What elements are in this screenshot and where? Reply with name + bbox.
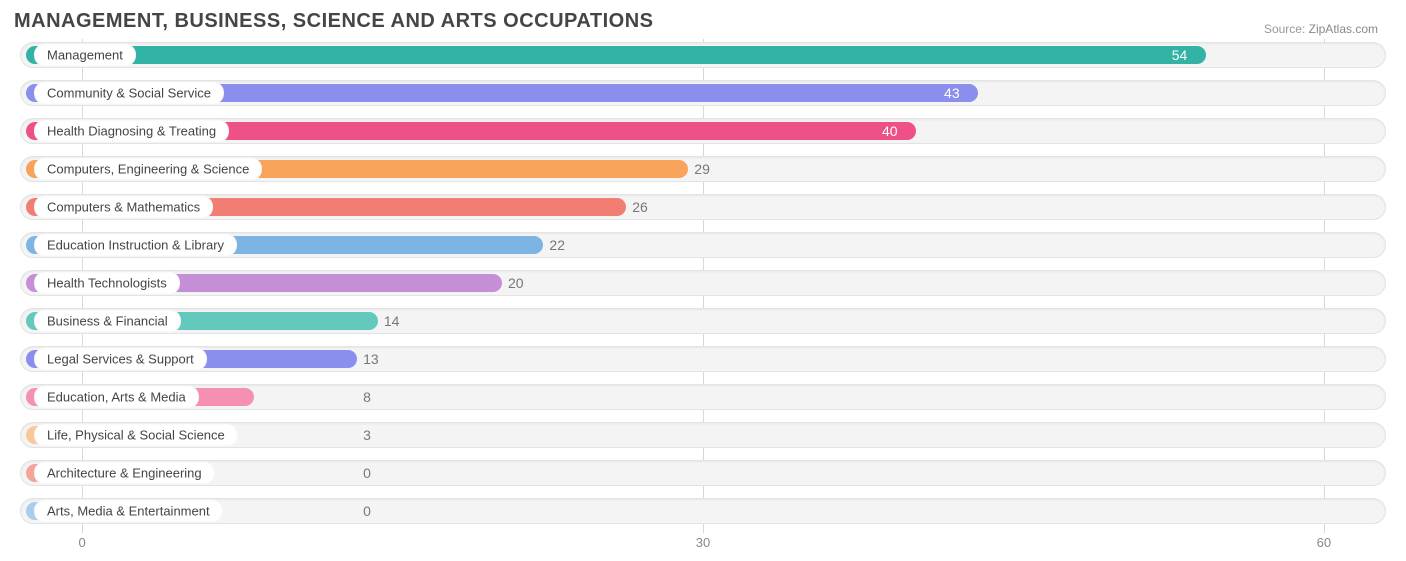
chart-source: Source: ZipAtlas.com bbox=[1264, 22, 1378, 36]
bar-track bbox=[20, 498, 1386, 524]
bar-label-pill: Health Diagnosing & Treating bbox=[34, 120, 229, 143]
bar-track bbox=[20, 460, 1386, 486]
bar-row: Legal Services & Support 13 bbox=[20, 343, 1386, 375]
bar-value-label: 3 bbox=[363, 427, 371, 443]
bar-row: Life, Physical & Social Science 3 bbox=[20, 419, 1386, 451]
x-axis: 0 30 60 bbox=[20, 533, 1386, 553]
bar-rows: Management 54 Community & Social Service 43… bbox=[20, 39, 1386, 527]
bar-row: Computers & Mathematics 26 bbox=[20, 191, 1386, 223]
bar-label-pill: Legal Services & Support bbox=[34, 348, 207, 371]
bar-value-label: 13 bbox=[363, 351, 379, 367]
bar-label-pill: Education Instruction & Library bbox=[34, 234, 237, 257]
bar-row: Arts, Media & Entertainment 0 bbox=[20, 495, 1386, 527]
bar-row: Computers, Engineering & Science 29 bbox=[20, 153, 1386, 185]
bar-label-pill: Business & Financial bbox=[34, 310, 181, 333]
bar-value-label: 0 bbox=[363, 503, 371, 519]
bar-row: Architecture & Engineering 0 bbox=[20, 457, 1386, 489]
bar-label-pill: Life, Physical & Social Science bbox=[34, 424, 238, 447]
occupations-chart: MANAGEMENT, BUSINESS, SCIENCE AND ARTS O… bbox=[10, 10, 1396, 553]
bar-value-label: 43 bbox=[944, 85, 960, 101]
bar-value-label: 40 bbox=[882, 123, 898, 139]
source-prefix: Source: bbox=[1264, 22, 1309, 36]
bar-label-pill: Community & Social Service bbox=[34, 82, 224, 105]
bar-value-label: 29 bbox=[694, 161, 710, 177]
bar-label-pill: Arts, Media & Entertainment bbox=[34, 500, 223, 523]
x-tick-label: 60 bbox=[1317, 535, 1331, 550]
bar-row: Business & Financial 14 bbox=[20, 305, 1386, 337]
chart-title: MANAGEMENT, BUSINESS, SCIENCE AND ARTS O… bbox=[14, 10, 1396, 33]
bar-label-pill: Computers, Engineering & Science bbox=[34, 158, 262, 181]
bar-value-label: 22 bbox=[549, 237, 565, 253]
bar-label-pill: Computers & Mathematics bbox=[34, 196, 213, 219]
bar-row: Health Diagnosing & Treating 40 bbox=[20, 115, 1386, 147]
bar-label-pill: Education, Arts & Media bbox=[34, 386, 199, 409]
bar-value-label: 20 bbox=[508, 275, 524, 291]
bar-value-label: 14 bbox=[384, 313, 400, 329]
bar-value-label: 0 bbox=[363, 465, 371, 481]
bar-row: Education Instruction & Library 22 bbox=[20, 229, 1386, 261]
bar-row: Management 54 bbox=[20, 39, 1386, 71]
bar-label-pill: Health Technologists bbox=[34, 272, 180, 295]
source-brand: ZipAtlas.com bbox=[1309, 22, 1378, 36]
bar-row: Health Technologists 20 bbox=[20, 267, 1386, 299]
x-tick-label: 30 bbox=[696, 535, 710, 550]
bar-value-label: 26 bbox=[632, 199, 648, 215]
bar-row: Education, Arts & Media 8 bbox=[20, 381, 1386, 413]
bar-fill bbox=[26, 46, 1206, 64]
bar-row: Community & Social Service 43 bbox=[20, 77, 1386, 109]
x-tick-label: 0 bbox=[78, 535, 85, 550]
bar-label-pill: Architecture & Engineering bbox=[34, 462, 215, 485]
plot-area: Management 54 Community & Social Service 43… bbox=[20, 39, 1386, 553]
bar-value-label: 54 bbox=[1172, 47, 1188, 63]
bar-value-label: 8 bbox=[363, 389, 371, 405]
bar-label-pill: Management bbox=[34, 44, 136, 67]
